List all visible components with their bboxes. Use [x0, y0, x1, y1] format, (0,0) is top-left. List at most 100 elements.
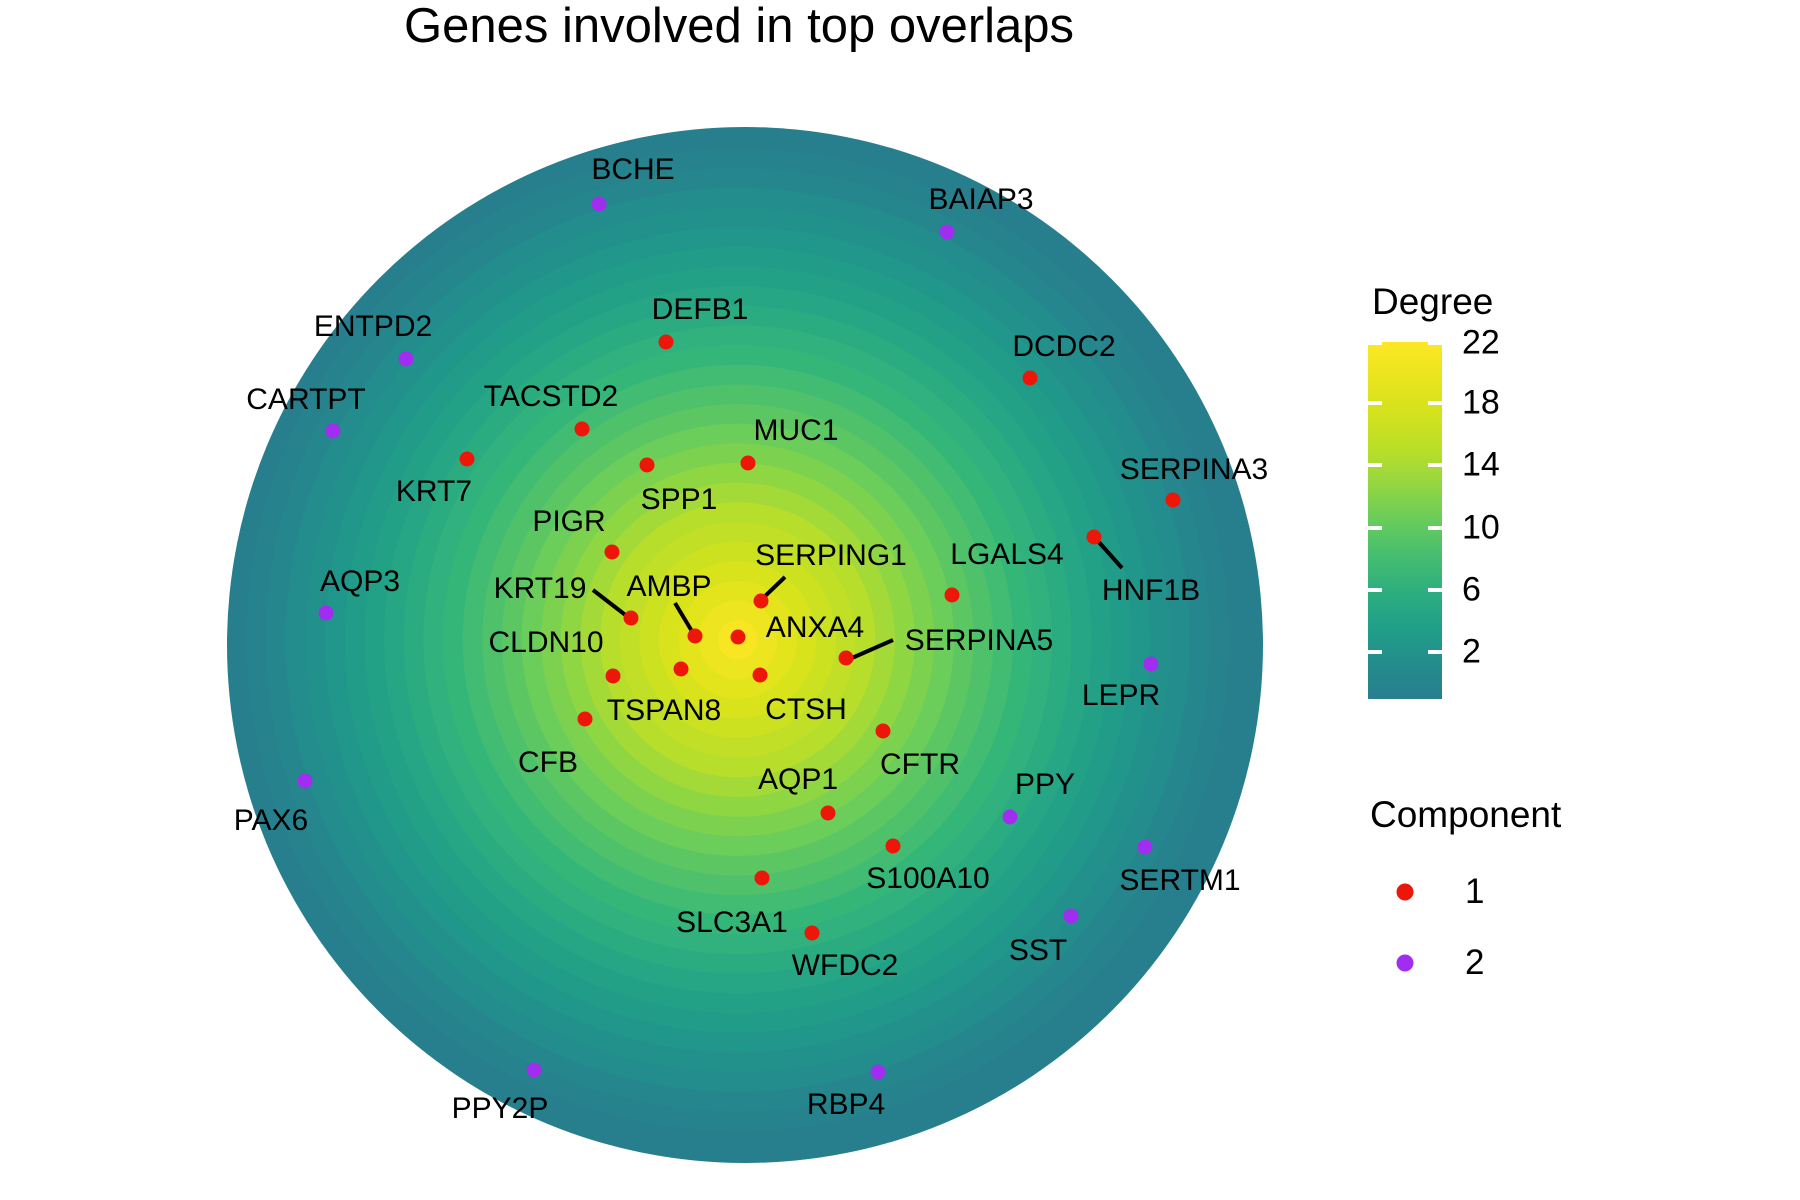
- gene-label-TSPAN8: TSPAN8: [606, 694, 722, 727]
- gene-point-PAX6: [297, 773, 313, 789]
- leader-lines-layer: [591, 538, 1124, 660]
- gene-label-DCDC2: DCDC2: [1012, 330, 1116, 363]
- gene-point-DCDC2: [1022, 370, 1038, 386]
- colorbar-tick-right-10: [1428, 525, 1442, 530]
- gene-label-SERTM1: SERTM1: [1119, 864, 1241, 897]
- gene-point-PPY: [1002, 809, 1018, 825]
- gene-label-PIGR: PIGR: [532, 505, 606, 538]
- gene-point-SLC3A1: [754, 870, 770, 886]
- colorbar-tick-label-18: 18: [1462, 383, 1500, 422]
- gene-label-SERPING1: SERPING1: [755, 539, 907, 572]
- gene-label-RBP4: RBP4: [806, 1088, 886, 1121]
- colorbar-tick-left-14: [1368, 463, 1382, 468]
- gene-point-LGALS4: [944, 587, 960, 603]
- gene-label-AQP1: AQP1: [757, 763, 839, 796]
- gene-label-S100A10: S100A10: [866, 862, 990, 895]
- component-legend-label-2: 2: [1465, 943, 1485, 982]
- gene-label-SPP1: SPP1: [640, 483, 718, 516]
- density-plot-circle: [227, 127, 1263, 1163]
- component-legend-dot-2: [1396, 954, 1414, 972]
- gene-label-WFDC2: WFDC2: [791, 949, 899, 982]
- colorbar-tick-left-18: [1368, 401, 1382, 406]
- chart-title: Genes involved in top overlaps: [403, 0, 1075, 53]
- gene-point-TSPAN8: [673, 661, 689, 677]
- colorbar-tick-label-2: 2: [1462, 632, 1481, 671]
- gene-point-DEFB1: [658, 334, 674, 350]
- gene-label-HNF1B: HNF1B: [1101, 574, 1201, 607]
- gene-point-LEPR: [1143, 656, 1159, 672]
- gene-point-PIGR: [604, 544, 620, 560]
- gene-point-BCHE: [591, 196, 607, 212]
- gene-label-MUC1: MUC1: [753, 414, 839, 447]
- gene-label-KRT19: KRT19: [493, 572, 587, 605]
- gene-point-RBP4: [870, 1064, 886, 1080]
- gene-point-AQP1: [820, 805, 836, 821]
- leader-line-HNF1B: [1095, 538, 1124, 570]
- gene-point-AQP3: [318, 605, 334, 621]
- gene-label-PPY2P: PPY2P: [451, 1092, 549, 1125]
- gene-point-SERTM1: [1137, 839, 1153, 855]
- gene-label-PAX6: PAX6: [233, 804, 309, 837]
- colorbar-tick-left-6: [1368, 588, 1382, 593]
- colorbar-tick-left-10: [1368, 525, 1382, 530]
- leader-line-SERPING1: [761, 575, 787, 600]
- gene-point-TACSTD2: [574, 421, 590, 437]
- gene-point-ENTPD2: [398, 351, 414, 367]
- gene-label-SLC3A1: SLC3A1: [676, 906, 788, 939]
- gene-label-AMBP: AMBP: [626, 570, 712, 603]
- gene-label-CLDN10: CLDN10: [488, 626, 604, 659]
- gene-label-SERPINA3: SERPINA3: [1119, 453, 1269, 486]
- colorbar-tick-label-10: 10: [1462, 508, 1500, 547]
- gene-label-CFB: CFB: [518, 746, 578, 779]
- gene-label-SERPINA5: SERPINA5: [904, 624, 1054, 657]
- gene-label-LGALS4: LGALS4: [950, 538, 1064, 571]
- gene-point-CTSH: [752, 667, 768, 683]
- gene-point-PPY2P: [526, 1062, 542, 1078]
- colorbar-tick-label-14: 14: [1462, 445, 1500, 484]
- gene-point-AMBP: [687, 628, 703, 644]
- leader-line-SERPINA5: [851, 638, 894, 660]
- gene-label-PPY: PPY: [1014, 768, 1076, 801]
- gene-label-KRT7: KRT7: [395, 475, 473, 508]
- gene-label-CTSH: CTSH: [765, 693, 847, 726]
- gene-label-BCHE: BCHE: [591, 153, 675, 186]
- gene-point-S100A10: [885, 838, 901, 854]
- gene-label-CARTPT: CARTPT: [246, 383, 366, 416]
- gene-label-CFTR: CFTR: [880, 748, 960, 781]
- degree-colorbar: [1368, 342, 1442, 699]
- gene-label-LEPR: LEPR: [1081, 679, 1161, 712]
- colorbar-tick-right-18: [1428, 401, 1442, 406]
- colorbar-tick-right-14: [1428, 463, 1442, 468]
- gene-point-WFDC2: [804, 925, 820, 941]
- colorbar-tick-right-22: [1428, 341, 1442, 346]
- gene-point-KRT7: [459, 451, 475, 467]
- gene-point-KRT19: [623, 610, 639, 626]
- colorbar-tick-left-22: [1368, 341, 1382, 346]
- colorbar-tick-label-22: 22: [1462, 323, 1500, 362]
- gene-point-CARTPT: [325, 423, 341, 439]
- gene-point-BAIAP3: [939, 224, 955, 240]
- gene-point-CFB: [577, 711, 593, 727]
- gene-point-MUC1: [740, 455, 756, 471]
- gene-point-SERPINA5: [838, 650, 854, 666]
- leader-line-AMBP: [673, 601, 695, 635]
- gene-label-BAIAP3: BAIAP3: [928, 183, 1034, 216]
- gene-label-SST: SST: [1008, 934, 1068, 967]
- component-legend-title: Component: [1370, 794, 1562, 835]
- gene-point-ANXA4: [730, 629, 746, 645]
- gene-label-AQP3: AQP3: [319, 565, 401, 598]
- colorbar-tick-left-2: [1368, 649, 1382, 654]
- component-legend-dot-1: [1396, 883, 1414, 901]
- degree-legend-title: Degree: [1372, 281, 1494, 322]
- gene-label-DEFB1: DEFB1: [651, 293, 749, 326]
- gene-point-SERPING1: [753, 593, 769, 609]
- gene-label-ENTPD2: ENTPD2: [313, 310, 433, 343]
- gene-point-SERPINA3: [1165, 492, 1181, 508]
- gene-point-CFTR: [875, 723, 891, 739]
- gene-point-SST: [1063, 908, 1079, 924]
- gene-point-CLDN10: [605, 668, 621, 684]
- gene-point-HNF1B: [1086, 529, 1102, 545]
- gene-label-TACSTD2: TACSTD2: [483, 380, 619, 413]
- gene-point-SPP1: [639, 457, 655, 473]
